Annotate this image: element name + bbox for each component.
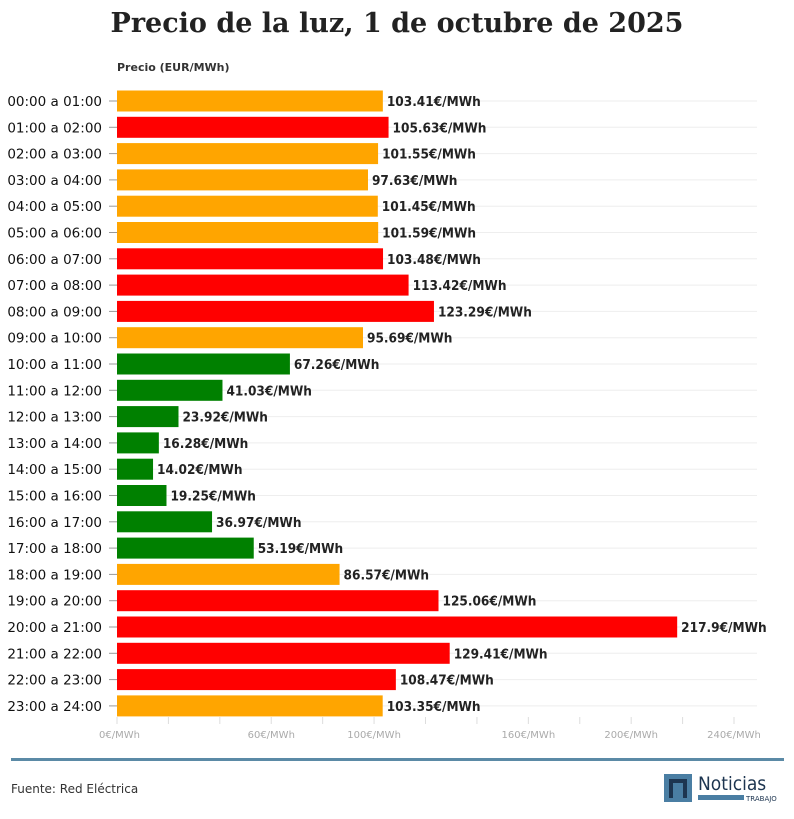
category-label: 04:00 a 05:00 [7,199,102,215]
x-tick-label: 160€/MWh [501,730,555,741]
category-label: 16:00 a 17:00 [7,515,102,531]
bar [117,222,379,243]
bar [117,511,213,533]
bar [117,485,167,506]
category-label: 23:00 a 24:00 [7,699,102,715]
bar [117,590,439,612]
category-label: 19:00 a 20:00 [7,594,102,610]
data-label: 103.35€/MWh [387,699,481,715]
data-label: 123.29€/MWh [438,304,532,320]
category-label: 17:00 a 18:00 [7,541,102,557]
category-label: 15:00 a 16:00 [7,489,102,505]
bar [117,274,409,296]
bar [117,169,368,191]
data-label: 217.9€/MWh [681,620,766,636]
category-label: 08:00 a 09:00 [7,304,102,320]
data-label: 41.03€/MWh [226,383,311,399]
divider [11,758,784,761]
bar [117,537,254,559]
bar [117,353,290,375]
svg-text:Noticias: Noticias [698,773,766,795]
bar [117,406,179,428]
data-label: 53.19€/MWh [258,541,343,557]
data-label: 67.26€/MWh [294,357,379,373]
x-tick-label: 240€/MWh [707,730,761,741]
category-label: 02:00 a 03:00 [7,147,102,163]
data-label: 105.63€/MWh [393,120,487,136]
x-tick-label: 100€/MWh [347,730,401,741]
category-label: 10:00 a 11:00 [7,357,102,373]
category-label: 09:00 a 10:00 [7,331,102,347]
data-label: 16.28€/MWh [163,436,248,452]
data-label: 23.92€/MWh [182,410,267,426]
data-label: 19.25€/MWh [170,489,255,505]
data-label: 97.63€/MWh [372,173,457,189]
category-label: 05:00 a 06:00 [7,226,102,242]
data-label: 36.97€/MWh [216,515,301,531]
bar [117,195,378,217]
bar [117,248,384,270]
data-label: 101.55€/MWh [382,147,476,163]
data-label: 103.48€/MWh [387,252,481,268]
chart-title: Precio de la luz, 1 de octubre de 2025 [110,8,684,39]
category-label: 13:00 a 14:00 [7,436,102,452]
bar [117,379,223,401]
noticias-trabajo-logo: Noticias TRABAJO [664,773,777,803]
bar [117,563,340,585]
bar [117,116,389,138]
bar [117,616,678,638]
bar [117,327,364,349]
svg-text:TRABAJO: TRABAJO [745,795,777,803]
source-text: Fuente: Red Eléctrica [11,782,139,796]
data-label: 125.06€/MWh [443,594,537,610]
category-label: 03:00 a 04:00 [7,173,102,189]
bar [117,458,154,480]
bar [117,90,383,112]
bar [117,300,434,322]
category-label: 14:00 a 15:00 [7,462,102,478]
axis-label: Precio (EUR/MWh) [117,61,230,74]
data-label: 103.41€/MWh [387,94,481,110]
data-label: 86.57€/MWh [344,567,429,583]
bar [117,695,383,717]
data-label: 101.59€/MWh [382,226,476,242]
x-tick-label: 0€/MWh [99,730,140,741]
category-label: 06:00 a 07:00 [7,252,102,268]
bar [117,143,379,165]
category-label: 21:00 a 22:00 [7,646,102,662]
category-label: 12:00 a 13:00 [7,410,102,426]
category-label: 22:00 a 23:00 [7,673,102,689]
x-tick-label: 200€/MWh [604,730,658,741]
bar [117,642,450,664]
bar-chart: 0€/MWh 60€/MWh 100€/MWh 160€/MWh 200€/MWh 240… [7,90,767,741]
category-label: 11:00 a 12:00 [7,383,102,399]
data-label: 14.02€/MWh [157,462,242,478]
category-label: 20:00 a 21:00 [7,620,102,636]
data-label: 129.41€/MWh [454,646,548,662]
category-label: 18:00 a 19:00 [7,567,102,583]
data-label: 108.47€/MWh [400,673,494,689]
category-label: 00:00 a 01:00 [7,94,102,110]
data-label: 95.69€/MWh [367,331,452,347]
bar [117,669,396,691]
bar [117,432,159,454]
category-label: 01:00 a 02:00 [7,120,102,136]
category-label: 07:00 a 08:00 [7,278,102,294]
x-tick-label: 60€/MWh [248,730,295,741]
data-label: 101.45€/MWh [382,199,476,215]
data-label: 113.42€/MWh [413,278,507,294]
